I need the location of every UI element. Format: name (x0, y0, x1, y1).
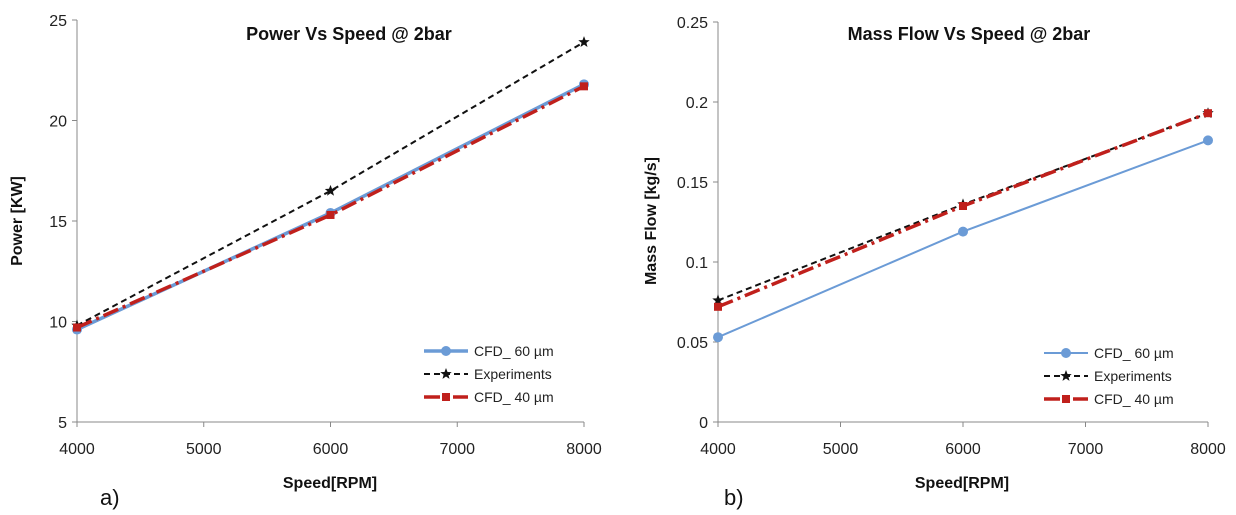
data-point (580, 82, 588, 91)
y-tick-label: 0.15 (677, 175, 708, 192)
data-point (959, 202, 967, 210)
legend-marker (1061, 348, 1071, 358)
y-tick-label: 0.2 (686, 95, 708, 112)
chart-title: Mass Flow Vs Speed @ 2bar (848, 24, 1091, 44)
x-tick-label: 5000 (823, 441, 859, 458)
y-tick-label: 25 (49, 13, 67, 30)
y-tick-label: 0.25 (677, 15, 708, 32)
data-point (324, 184, 337, 196)
x-tick-label: 8000 (566, 441, 602, 458)
data-point (1204, 109, 1212, 118)
legend-label: CFD_ 40 µm (474, 389, 554, 405)
y-tick-label: 0.05 (677, 335, 708, 352)
x-tick-label: 7000 (1068, 441, 1104, 458)
legend-label: Experiments (474, 366, 552, 382)
legend-marker (442, 393, 450, 401)
legend-marker (440, 368, 452, 379)
series-3 (73, 82, 588, 332)
series-line (717, 139, 1209, 339)
y-tick-label: 0.1 (686, 255, 708, 272)
series-1 (713, 135, 1213, 343)
series-2 (71, 36, 590, 331)
y-tick-label: 5 (58, 415, 67, 432)
x-axis-label: Speed[RPM] (915, 475, 1009, 492)
y-axis-label: Mass Flow [kg/s] (643, 157, 660, 285)
x-tick-label: 7000 (439, 441, 475, 458)
data-point (326, 210, 335, 219)
legend-label: CFD_ 60 µm (474, 343, 554, 359)
x-tick-label: 6000 (945, 441, 981, 458)
data-point (1203, 135, 1213, 146)
legend-marker (1062, 395, 1070, 403)
x-tick-label: 4000 (700, 441, 736, 458)
y-axis-label: Power [KW] (9, 176, 26, 266)
data-point (712, 294, 724, 306)
chart-panel-1: 5 10 15 20 25 4000 5000 6000 7000 8000 Power Vs Sp… (9, 13, 602, 510)
legend-label: Experiments (1094, 368, 1172, 384)
series-line (76, 82, 585, 332)
data-point (713, 332, 723, 343)
data-point (73, 323, 81, 332)
data-point (958, 226, 968, 237)
x-tick-label: 5000 (186, 441, 222, 458)
series-line (76, 41, 585, 327)
y-tick-label: 10 (49, 315, 67, 332)
x-tick-label: 4000 (59, 441, 95, 458)
x-tick-label: 8000 (1190, 441, 1226, 458)
data-point (578, 36, 590, 47)
chart-panel-2: 0 0.05 0.1 0.15 0.2 0.25 4000 5000 6000 7000 8000 M… (643, 15, 1226, 510)
data-point (714, 302, 722, 311)
series-3 (714, 109, 1212, 311)
series-1 (72, 79, 589, 335)
legend: CFD_ 60 µm Experiments CFD_ 40 µm (1044, 345, 1174, 407)
legend-label: CFD_ 60 µm (1094, 345, 1174, 361)
y-tick-label: 20 (49, 114, 67, 131)
y-tick-label: 0 (699, 415, 708, 432)
x-tick-label: 6000 (313, 441, 349, 458)
y-tick-label: 15 (49, 214, 67, 231)
chart-title: Power Vs Speed @ 2bar (246, 24, 452, 44)
series-line (76, 84, 585, 330)
legend-marker (1060, 370, 1072, 381)
legend: CFD_ 60 µm Experiments CFD_ 40 µm (424, 343, 554, 405)
panel-label: a) (100, 485, 120, 510)
legend-label: CFD_ 40 µm (1094, 391, 1174, 407)
panel-label: b) (724, 485, 744, 510)
legend-marker (441, 346, 451, 356)
x-axis-label: Speed[RPM] (283, 475, 377, 492)
